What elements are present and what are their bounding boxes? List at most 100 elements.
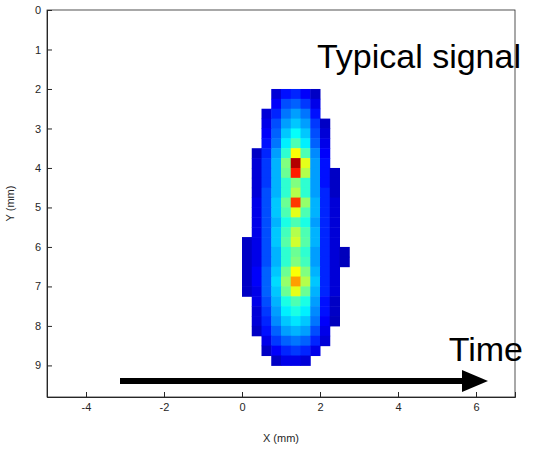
cell (320, 316, 330, 326)
cell (271, 119, 281, 129)
cell (340, 257, 350, 267)
cell (301, 168, 311, 178)
cell (291, 296, 301, 306)
cell (320, 168, 330, 178)
tick-label: 9 (35, 359, 41, 371)
cell (320, 267, 330, 277)
cell (271, 306, 281, 316)
tick-label: 6 (35, 241, 41, 253)
cell (262, 168, 272, 178)
cell (301, 217, 311, 227)
cell (291, 257, 301, 267)
cell (291, 168, 301, 178)
cell (310, 277, 320, 287)
cell (281, 119, 291, 129)
tick-mark (164, 392, 165, 397)
cell (281, 178, 291, 188)
cell (340, 247, 350, 257)
cell (301, 326, 311, 336)
cell (242, 277, 252, 287)
cell (310, 286, 320, 296)
tick-mark (47, 49, 52, 50)
cell (281, 346, 291, 356)
cell (281, 296, 291, 306)
cell (271, 356, 281, 366)
cell (330, 178, 340, 188)
tick-mark (242, 392, 243, 397)
cell (281, 316, 291, 326)
cell (271, 346, 281, 356)
cell (291, 306, 301, 316)
cell (271, 188, 281, 198)
cell (301, 267, 311, 277)
cell (310, 237, 320, 247)
tick-mark (47, 207, 52, 208)
cell (291, 326, 301, 336)
cell (291, 198, 301, 208)
tick: -4 (82, 392, 92, 413)
cell (291, 277, 301, 287)
cell (320, 119, 330, 129)
cell (262, 119, 272, 129)
cell (291, 227, 301, 237)
cell (320, 326, 330, 336)
cell (281, 267, 291, 277)
cell (310, 267, 320, 277)
cell (252, 148, 262, 158)
cell (281, 336, 291, 346)
cell (252, 188, 262, 198)
cell (330, 267, 340, 277)
cell (281, 247, 291, 257)
cell (271, 316, 281, 326)
cell (281, 188, 291, 198)
cell (310, 138, 320, 148)
cell (281, 109, 291, 119)
cell (291, 188, 301, 198)
cell (281, 257, 291, 267)
cell (271, 198, 281, 208)
cell (271, 326, 281, 336)
cell (330, 306, 340, 316)
cell (320, 128, 330, 138)
cell (271, 227, 281, 237)
cell (310, 227, 320, 237)
cell (252, 158, 262, 168)
cell (330, 207, 340, 217)
cell (301, 277, 311, 287)
cell (271, 99, 281, 109)
cell (281, 326, 291, 336)
x-axis-title: X (mm) (263, 432, 299, 444)
tick-label: 7 (35, 280, 41, 292)
cell (281, 148, 291, 158)
tick: 7 (35, 280, 52, 292)
cell (291, 207, 301, 217)
cell (301, 286, 311, 296)
cell (291, 119, 301, 129)
cell (320, 277, 330, 287)
tick-label: 2 (35, 83, 41, 95)
cell (310, 326, 320, 336)
cell (262, 178, 272, 188)
cell (252, 316, 262, 326)
tick-mark (320, 392, 321, 397)
cell (262, 286, 272, 296)
tick: -2 (160, 392, 170, 413)
tick-mark (398, 392, 399, 397)
tick: 2 (35, 83, 52, 95)
cell (252, 306, 262, 316)
cell (310, 336, 320, 346)
cell (301, 138, 311, 148)
cell (291, 178, 301, 188)
cell (330, 277, 340, 287)
tick-label: 6 (473, 401, 479, 413)
cell (252, 257, 262, 267)
cell (271, 128, 281, 138)
cell (281, 217, 291, 227)
tick-label: -4 (82, 401, 92, 413)
cell (271, 257, 281, 267)
cell (301, 148, 311, 158)
cell (281, 198, 291, 208)
cell (262, 237, 272, 247)
cell (310, 306, 320, 316)
tick: 9 (35, 359, 52, 371)
